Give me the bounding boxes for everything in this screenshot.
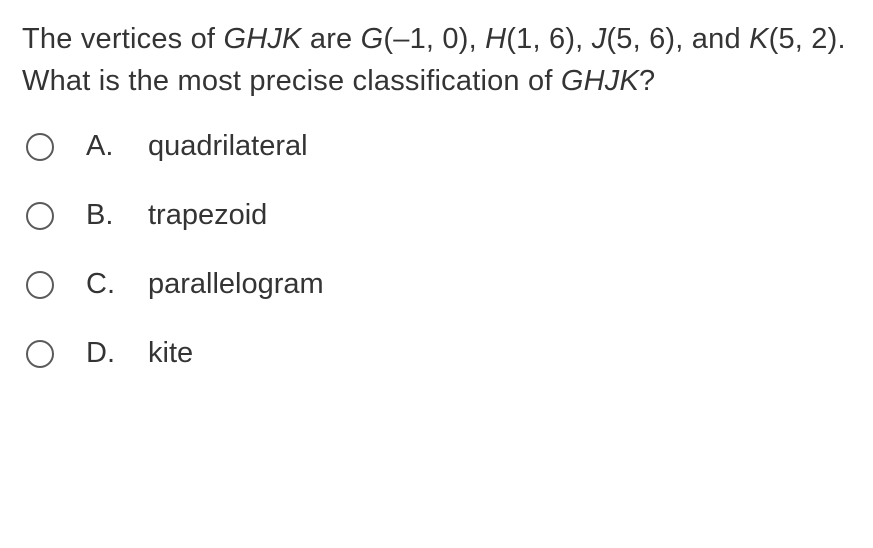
q-part: (5, 6), and — [606, 23, 749, 55]
option-text: B. trapezoid — [86, 199, 267, 232]
question-text: The vertices of GHJK are G(–1, 0), H(1, … — [22, 18, 851, 102]
option-label: kite — [148, 337, 193, 370]
option-letter: D. — [86, 337, 148, 370]
q-part: K — [749, 23, 769, 55]
q-part: (–1, 0), — [383, 23, 485, 55]
radio-icon[interactable] — [26, 202, 54, 230]
options-list: A. quadrilateral B. trapezoid C. paralle… — [22, 130, 851, 370]
q-part: G — [361, 23, 384, 55]
radio-icon[interactable] — [26, 133, 54, 161]
option-b[interactable]: B. trapezoid — [26, 199, 851, 232]
q-part: ? — [639, 65, 655, 97]
option-label: parallelogram — [148, 268, 324, 301]
q-part: H — [485, 23, 506, 55]
option-letter: A. — [86, 130, 148, 163]
q-part: are — [302, 23, 361, 55]
option-text: C. parallelogram — [86, 268, 324, 301]
option-a[interactable]: A. quadrilateral — [26, 130, 851, 163]
q-part: J — [592, 23, 607, 55]
option-text: D. kite — [86, 337, 193, 370]
radio-icon[interactable] — [26, 271, 54, 299]
option-label: trapezoid — [148, 199, 267, 232]
option-letter: B. — [86, 199, 148, 232]
option-letter: C. — [86, 268, 148, 301]
radio-icon[interactable] — [26, 340, 54, 368]
q-part: GHJK — [223, 23, 301, 55]
q-part: GHJK — [561, 65, 639, 97]
q-part: The vertices of — [22, 23, 223, 55]
option-d[interactable]: D. kite — [26, 337, 851, 370]
option-text: A. quadrilateral — [86, 130, 308, 163]
option-label: quadrilateral — [148, 130, 308, 163]
option-c[interactable]: C. parallelogram — [26, 268, 851, 301]
q-part: (1, 6), — [506, 23, 591, 55]
